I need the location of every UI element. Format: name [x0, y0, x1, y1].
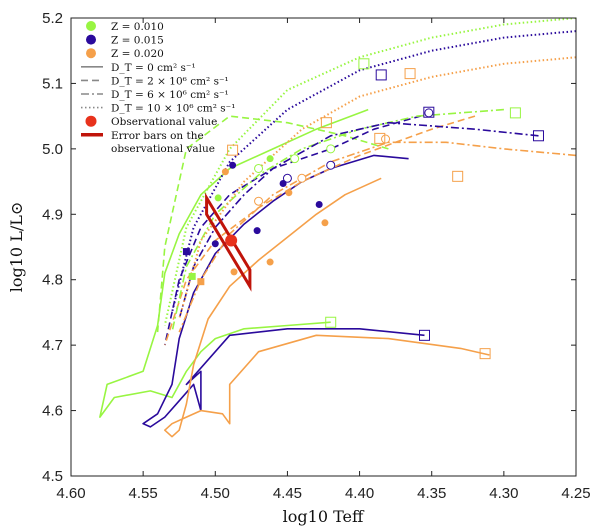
x-tick-label: 4.40 — [345, 485, 374, 502]
y-tick-label: 5.2 — [42, 10, 63, 27]
open-circle-marker — [326, 160, 336, 170]
series-line-z0.010-dt10e6 — [163, 18, 576, 326]
legend-item: Observational value — [85, 115, 217, 128]
y-tick-label: 5.0 — [42, 141, 63, 158]
legend-label: Error bars on the — [111, 130, 204, 142]
series-line-z0.015-dt6e6 — [178, 121, 539, 320]
open-square-marker — [423, 106, 435, 118]
x-tick-label: 4.60 — [56, 485, 85, 502]
open-square-marker — [227, 144, 239, 156]
open-square-marker — [479, 348, 491, 360]
open-square-marker — [404, 68, 416, 80]
y-tick-label: 4.9 — [42, 206, 63, 223]
filled-circle-marker — [279, 180, 287, 188]
legend-item: Z = 0.020 — [86, 48, 164, 60]
legend-item: Z = 0.015 — [86, 34, 164, 47]
legend-item: Z = 0.010 — [86, 21, 164, 33]
filled-circle-marker — [230, 268, 238, 276]
legend-label: D_T = 10 × 10⁶ cm² s⁻¹ — [111, 103, 235, 115]
filled-circle-marker — [229, 161, 237, 169]
open-circle-marker — [326, 144, 336, 154]
legend-swatch-marker — [86, 48, 96, 59]
filled-square-marker — [188, 272, 196, 280]
legend-item: D_T = 10 × 10⁶ cm² s⁻¹ — [81, 103, 235, 115]
filled-circle-marker — [315, 200, 323, 208]
x-tick-label: 4.30 — [489, 485, 518, 502]
legend-label: D_T = 6 × 10⁶ cm² s⁻¹ — [111, 89, 229, 101]
x-axis-ticks: 4.60 4.55 4.50 4.45 4.40 4.35 4.30 4.25 — [56, 18, 591, 502]
filled-circle-marker — [211, 240, 219, 248]
y-tick-label: 5.1 — [42, 75, 63, 92]
legend-label: Z = 0.015 — [111, 35, 164, 47]
open-circle-marker — [381, 134, 391, 144]
y-tick-label: 4.7 — [42, 337, 63, 354]
open-circle-marker — [254, 163, 264, 173]
filled-circle-marker — [285, 189, 293, 197]
y-axis-label: log10 L/L⊙ — [7, 202, 26, 292]
open-square-marker — [532, 130, 544, 142]
series-line-z0.010-dt6e6 — [171, 108, 504, 333]
open-circle-marker — [282, 173, 292, 183]
open-square-marker — [419, 329, 430, 341]
legend-label-cont: observational value — [111, 143, 215, 155]
series-line-z0.020-dt0 — [164, 177, 490, 438]
legend-label: D_T = 2 × 10⁶ cm² s⁻¹ — [111, 75, 229, 87]
legend-swatch-marker — [85, 115, 97, 127]
open-square-marker — [452, 170, 464, 182]
open-circle-marker — [424, 108, 434, 118]
open-square-marker — [509, 107, 521, 119]
x-tick-label: 4.50 — [201, 485, 230, 502]
open-square-marker — [374, 132, 386, 144]
filled-circle-marker — [321, 219, 329, 227]
open-circle-marker — [297, 173, 307, 183]
open-square-marker — [375, 69, 387, 81]
open-circle-marker — [254, 196, 264, 206]
filled-square-marker — [197, 278, 205, 286]
legend-label: Z = 0.010 — [111, 21, 164, 33]
x-tick-label: 4.25 — [561, 485, 590, 502]
series-line-z0.020-dt10e6 — [178, 56, 576, 320]
x-axis-label: log10 Teff — [283, 507, 365, 526]
filled-circle-marker — [253, 227, 261, 235]
series-line-z0.015-dt0 — [142, 154, 425, 428]
open-square-marker — [358, 58, 370, 70]
open-circle-marker — [290, 154, 300, 164]
y-axis-ticks: 4.5 4.6 4.7 4.8 4.9 5.0 5.1 5.2 — [42, 10, 576, 485]
y-tick-label: 4.5 — [42, 468, 63, 485]
filled-circle-marker — [266, 155, 274, 163]
filled-circle-marker — [221, 168, 229, 176]
x-tick-label: 4.35 — [417, 485, 446, 502]
legend-swatch-marker — [86, 21, 96, 31]
x-tick-label: 4.55 — [129, 485, 158, 502]
series-line-z0.010-dt0 — [99, 108, 369, 418]
y-tick-label: 4.8 — [42, 272, 63, 289]
filled-circle-marker — [214, 194, 222, 202]
legend-label: D_T = 0 cm² s⁻¹ — [111, 62, 196, 74]
filled-square-marker — [182, 248, 190, 256]
open-square-marker — [320, 117, 332, 129]
plot-frame — [70, 17, 577, 477]
legend-item: D_T = 0 cm² s⁻¹ — [81, 62, 196, 74]
x-tick-label: 4.45 — [273, 485, 302, 502]
legend-item: D_T = 2 × 10⁶ cm² s⁻¹ — [81, 75, 229, 87]
filled-circle-marker — [266, 258, 274, 266]
series-line-z0.015-dt10e6 — [171, 30, 576, 313]
series-line-z0.020-dt6e6 — [178, 141, 576, 333]
observation-error-box — [205, 192, 252, 292]
series-line-z0.010-dt2e6 — [156, 115, 389, 333]
observation-point — [225, 234, 238, 247]
legend-label: Observational value — [111, 116, 217, 128]
open-square-marker — [325, 316, 337, 328]
legend-item: D_T = 6 × 10⁶ cm² s⁻¹ — [81, 89, 229, 101]
marker-layer — [182, 58, 544, 360]
legend-swatch-marker — [86, 34, 96, 45]
y-tick-label: 4.6 — [42, 403, 63, 420]
legend-label: Z = 0.020 — [111, 48, 164, 60]
